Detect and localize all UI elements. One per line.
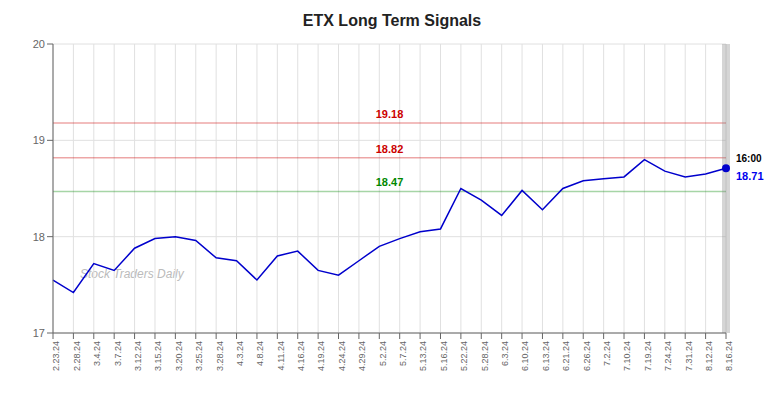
- svg-text:7.2.24: 7.2.24: [602, 341, 612, 366]
- svg-text:2.28.24: 2.28.24: [72, 341, 82, 371]
- svg-text:5.22.24: 5.22.24: [459, 341, 469, 371]
- html-text:ETX Long Term Signals: ETX Long Term Signals: [302, 12, 482, 29]
- svg-text:4.8.24: 4.8.24: [255, 341, 265, 366]
- svg-text:17: 17: [33, 327, 45, 339]
- html-text:Stock Traders Daily: Stock Traders Daily: [79, 267, 184, 281]
- svg-text:2.23.24: 2.23.24: [51, 341, 61, 371]
- svg-text:5.7.24: 5.7.24: [398, 341, 408, 366]
- svg-text:8.16.24: 8.16.24: [724, 341, 734, 371]
- svg-text:5.2.24: 5.2.24: [378, 341, 388, 366]
- svg-text:7.19.24: 7.19.24: [643, 341, 653, 371]
- svg-text:7.10.24: 7.10.24: [622, 341, 632, 371]
- svg-text:7.24.24: 7.24.24: [663, 341, 673, 371]
- svg-text:4.29.24: 4.29.24: [357, 341, 367, 371]
- svg-text:3.25.24: 3.25.24: [194, 341, 204, 371]
- svg-text:5.13.24: 5.13.24: [418, 341, 428, 371]
- svg-text:18.71: 18.71: [736, 170, 764, 182]
- svg-text:3.20.24: 3.20.24: [174, 341, 184, 371]
- svg-text:7.31.24: 7.31.24: [684, 341, 694, 371]
- svg-text:8.12.24: 8.12.24: [704, 341, 714, 371]
- svg-text:6.10.24: 6.10.24: [520, 341, 530, 371]
- svg-text:4.16.24: 4.16.24: [296, 341, 306, 371]
- svg-text:4.11.24: 4.11.24: [276, 341, 286, 370]
- svg-text:3.7.24: 3.7.24: [113, 341, 123, 366]
- svg-text:4.19.24: 4.19.24: [317, 341, 327, 371]
- svg-text:3.12.24: 3.12.24: [133, 341, 143, 371]
- svg-text:4.3.24: 4.3.24: [235, 341, 245, 366]
- svg-text:18: 18: [33, 231, 45, 243]
- svg-text:5.16.24: 5.16.24: [439, 341, 449, 371]
- svg-text:6.21.24: 6.21.24: [561, 341, 571, 371]
- svg-text:18.82: 18.82: [376, 143, 404, 155]
- svg-text:3.15.24: 3.15.24: [153, 341, 163, 371]
- svg-text:5.28.24: 5.28.24: [480, 341, 490, 371]
- svg-text:19.18: 19.18: [376, 108, 404, 120]
- svg-text:16:00: 16:00: [736, 153, 762, 164]
- svg-text:19: 19: [33, 134, 45, 146]
- svg-text:3.4.24: 3.4.24: [92, 341, 102, 366]
- svg-text:3.28.24: 3.28.24: [215, 341, 225, 371]
- svg-text:6.3.24: 6.3.24: [500, 341, 510, 366]
- svg-text:4.24.24: 4.24.24: [337, 341, 347, 371]
- svg-text:6.26.24: 6.26.24: [582, 341, 592, 371]
- svg-text:6.13.24: 6.13.24: [541, 341, 551, 371]
- svg-text:18.47: 18.47: [376, 176, 404, 188]
- svg-text:20: 20: [33, 38, 45, 50]
